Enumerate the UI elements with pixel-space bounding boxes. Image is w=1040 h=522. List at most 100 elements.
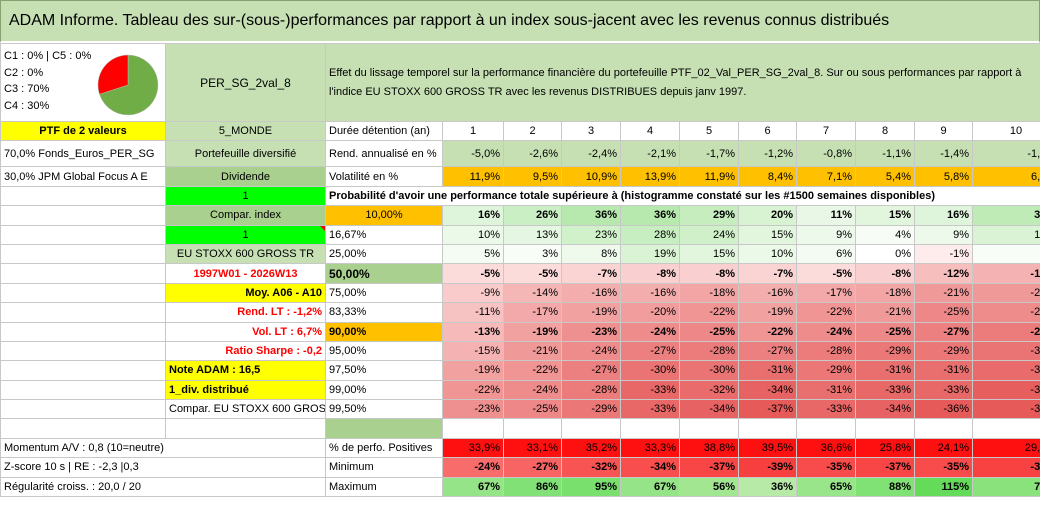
- regularite: Régularité croiss. : 20,0 / 20: [0, 476, 326, 498]
- maximum-value: 95%: [561, 476, 621, 498]
- dividende-label: Dividende: [165, 166, 326, 187]
- heat-value: 5%: [442, 243, 504, 265]
- minimum-value: -39%: [738, 457, 797, 478]
- rend-value: -1,1%: [855, 140, 915, 168]
- class-allocation: C1 : 0% | C5 : 0% C2 : 0% C3 : 70% C4 : 30%: [0, 43, 166, 122]
- zone-label: 5_MONDE: [165, 120, 326, 142]
- rend-value: -2,1%: [620, 140, 680, 168]
- heat-value: -33%: [620, 379, 680, 401]
- percentile: 95,00%: [325, 340, 443, 362]
- left-sharpe: Ratio Sharpe : -0,2: [165, 340, 326, 362]
- percentile: 97,50%: [325, 360, 443, 381]
- year-header: 5: [679, 120, 739, 142]
- heat-value: -28%: [679, 340, 739, 362]
- empty: [0, 360, 166, 381]
- class-c1c5: C1 : 0% | C5 : 0%: [4, 50, 92, 62]
- heat-value: -19%: [503, 321, 562, 342]
- empty: [0, 224, 166, 245]
- proba-label: Probabilité d'avoir une performance tota…: [324, 185, 1040, 207]
- minimum-value: -38%: [971, 457, 1040, 478]
- heat-value: 16%: [914, 205, 973, 226]
- heat-value: -25%: [914, 302, 973, 323]
- heat-value: -31%: [914, 360, 973, 381]
- heat-value: -34%: [738, 379, 797, 401]
- empty: [0, 282, 166, 304]
- heat-value: -27%: [620, 340, 680, 362]
- heat-value: -14%: [503, 282, 562, 304]
- percentile: 99,00%: [325, 379, 443, 401]
- heat-value: -22%: [679, 302, 739, 323]
- heat-value: -17%: [796, 282, 856, 304]
- heat-value: -5%: [442, 263, 504, 284]
- class-c3: C3 : 70%: [4, 83, 50, 95]
- heat-value: -8%: [855, 263, 915, 284]
- left-period: 1997W01 - 2026W13: [165, 263, 326, 284]
- left-note: Note ADAM : 16,5: [165, 360, 326, 381]
- heat-value: -22%: [503, 360, 562, 381]
- heat-value: 9%: [914, 224, 973, 245]
- left-div: 1_div. distribué: [165, 379, 326, 401]
- performance-table: C1 : 0% | C5 : 0% C2 : 0% C3 : 70% C4 : 30%…: [0, 43, 1040, 498]
- heat-value: 29%: [679, 205, 739, 226]
- heat-value: -27%: [914, 321, 973, 342]
- heat-value: -5%: [503, 263, 562, 284]
- percentile: 50,00%: [325, 263, 443, 284]
- heat-value: -21%: [503, 340, 562, 362]
- percentile: 99,50%: [325, 399, 443, 420]
- heat-value: -8%: [620, 263, 680, 284]
- empty: [503, 418, 562, 439]
- heat-value: 10%: [738, 243, 797, 265]
- heat-value: 6%: [796, 243, 856, 265]
- rend-value: -1,6%: [971, 140, 1040, 168]
- vol-value: 10,9%: [561, 166, 621, 187]
- heat-value: -33%: [914, 379, 973, 401]
- heat-value: -19%: [442, 360, 504, 381]
- heat-value: -24%: [561, 340, 621, 362]
- year-header: 8: [855, 120, 915, 142]
- vol-value: 8,4%: [738, 166, 797, 187]
- heat-value: -28%: [971, 321, 1040, 342]
- positive-value: 35,2%: [561, 437, 621, 459]
- heat-value: -19%: [561, 302, 621, 323]
- positive-value: 33,1%: [503, 437, 562, 459]
- maximum-value: 115%: [914, 476, 973, 498]
- heat-value: -8%: [679, 263, 739, 284]
- heat-value: -21%: [855, 302, 915, 323]
- heat-value: 11%: [796, 205, 856, 226]
- heat-value: -32%: [971, 360, 1040, 381]
- heat-value: -36%: [971, 399, 1040, 420]
- percentile: 25,00%: [325, 243, 443, 265]
- heat-value: -33%: [620, 399, 680, 420]
- heat-value: -30%: [620, 360, 680, 381]
- heat-value: -35%: [971, 379, 1040, 401]
- heat-value: -23%: [561, 321, 621, 342]
- heat-value: -21%: [914, 282, 973, 304]
- heat-value: -30%: [679, 360, 739, 381]
- heat-value: -29%: [855, 340, 915, 362]
- rend-value: -5,0%: [442, 140, 504, 168]
- heat-value: -33%: [796, 399, 856, 420]
- vol-value: 5,4%: [855, 166, 915, 187]
- minimum-value: -24%: [442, 457, 504, 478]
- heat-value: -29%: [914, 340, 973, 362]
- heat-value: -24%: [620, 321, 680, 342]
- heat-value: -1%: [914, 243, 973, 265]
- empty: [0, 185, 166, 207]
- heat-value: 4%: [855, 224, 915, 245]
- vol-value: 6,6%: [971, 166, 1040, 187]
- empty: [738, 418, 797, 439]
- maximum-value: 79%: [971, 476, 1040, 498]
- year-header: 7: [796, 120, 856, 142]
- heat-value: -27%: [561, 360, 621, 381]
- empty: [679, 418, 739, 439]
- empty: [971, 418, 1040, 439]
- heat-value: -16%: [620, 282, 680, 304]
- empty: [620, 418, 680, 439]
- minimum-value: -34%: [620, 457, 680, 478]
- maximum-value: 65%: [796, 476, 856, 498]
- pie-slice-c3: [99, 54, 159, 116]
- heat-value: 15%: [855, 205, 915, 226]
- vol-value: 5,8%: [914, 166, 973, 187]
- heat-value: 13%: [503, 224, 562, 245]
- heat-value: -29%: [796, 360, 856, 381]
